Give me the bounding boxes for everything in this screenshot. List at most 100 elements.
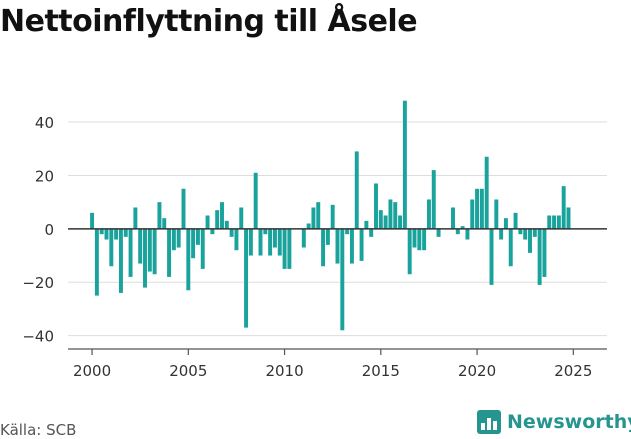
bar [330, 204, 335, 229]
bar [398, 215, 403, 229]
bar [417, 228, 422, 251]
bar [128, 228, 133, 277]
bar [542, 228, 547, 277]
bar [566, 207, 571, 229]
bar [402, 100, 407, 229]
bar [244, 228, 249, 328]
y-tick-label: 0 [44, 221, 54, 239]
y-tick-label: −20 [22, 274, 54, 292]
bar [374, 183, 378, 229]
bar [167, 228, 172, 277]
bar [306, 223, 311, 229]
bar [277, 228, 282, 256]
bar [272, 228, 277, 248]
bar [157, 202, 162, 229]
bar [537, 228, 542, 285]
bar [561, 186, 566, 229]
bar [321, 228, 326, 267]
bar [335, 228, 340, 264]
bar [503, 218, 508, 229]
bar [90, 212, 95, 229]
y-tick-label: −40 [22, 328, 54, 346]
brand: Newsworthy [477, 408, 631, 436]
bar [455, 228, 460, 235]
bars [90, 100, 571, 331]
bar [465, 228, 470, 240]
gridlines [68, 121, 607, 337]
bar [248, 228, 253, 256]
bar [311, 207, 316, 229]
bar [518, 228, 523, 235]
bar [523, 228, 528, 240]
bar [451, 207, 455, 229]
bar [388, 199, 393, 229]
bar [340, 228, 345, 331]
bar [118, 228, 123, 293]
bar [186, 228, 191, 291]
source-label: Källa: SCB [0, 421, 77, 439]
bar [263, 228, 268, 235]
bar [532, 228, 537, 237]
bar [176, 228, 181, 248]
bar [552, 215, 557, 229]
x-tick-label: 2010 [265, 362, 303, 380]
axes: −40 −20 0 20 40 2000 2005 2010 2015 2020 2025 [22, 114, 607, 380]
bar [345, 228, 350, 235]
bar [479, 188, 484, 229]
bar [508, 228, 513, 267]
bar [359, 228, 364, 261]
bar [499, 228, 504, 240]
x-tick-label: 2005 [169, 362, 207, 380]
bar [349, 228, 354, 264]
bar [138, 228, 143, 264]
bar [253, 172, 258, 229]
bar [258, 228, 263, 256]
x-tick-label: 2020 [458, 362, 496, 380]
bar [133, 207, 138, 229]
bar [556, 215, 561, 229]
bar [528, 228, 532, 253]
bar [215, 210, 220, 229]
bar [152, 228, 157, 275]
y-tick-label: 40 [35, 114, 54, 132]
x-tick-label: 2015 [362, 362, 400, 380]
bar [210, 228, 215, 235]
bar [436, 228, 441, 237]
bar [268, 228, 273, 256]
bar [369, 228, 374, 237]
x-tick-label: 2000 [73, 362, 111, 380]
bar [114, 228, 119, 240]
bar [494, 199, 499, 229]
bar [104, 228, 109, 240]
bar [94, 228, 99, 296]
bar [234, 228, 239, 251]
bar [282, 228, 287, 269]
bar [475, 188, 480, 229]
bar [229, 228, 234, 237]
bar [239, 207, 244, 229]
bar [547, 215, 552, 229]
bar [200, 228, 205, 269]
bar [301, 228, 306, 248]
bar [171, 228, 176, 251]
bar [383, 215, 388, 229]
bar [191, 228, 196, 259]
bar [460, 226, 465, 229]
bar [287, 228, 292, 269]
brand-name: Newsworthy [507, 411, 631, 433]
bar [195, 228, 200, 245]
bar [224, 220, 229, 229]
bar [378, 210, 383, 229]
bar [489, 228, 494, 285]
bar [162, 218, 167, 229]
bar [143, 228, 147, 288]
bar [364, 220, 369, 229]
chart-title: Nettoinflyttning till Åsele [0, 4, 418, 39]
bar [99, 228, 104, 235]
y-tick-label: 20 [35, 167, 54, 185]
bar [205, 215, 210, 229]
bar [325, 228, 330, 245]
bar [123, 228, 128, 237]
bar [393, 202, 398, 229]
